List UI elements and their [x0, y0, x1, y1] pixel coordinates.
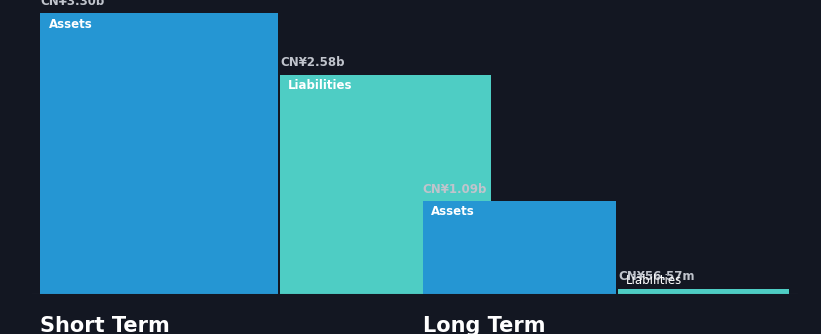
Text: Assets: Assets [48, 18, 92, 31]
Text: Liabilities: Liabilities [288, 79, 353, 92]
Text: Liabilities: Liabilities [626, 274, 682, 287]
Text: CN¥56.57m: CN¥56.57m [618, 271, 695, 284]
Text: CN¥2.58b: CN¥2.58b [280, 56, 345, 69]
Text: Long Term: Long Term [423, 316, 545, 334]
Text: Short Term: Short Term [40, 316, 170, 334]
Text: CN¥3.30b: CN¥3.30b [40, 0, 104, 8]
Text: Assets: Assets [430, 205, 475, 218]
Text: CN¥1.09b: CN¥1.09b [423, 183, 487, 196]
